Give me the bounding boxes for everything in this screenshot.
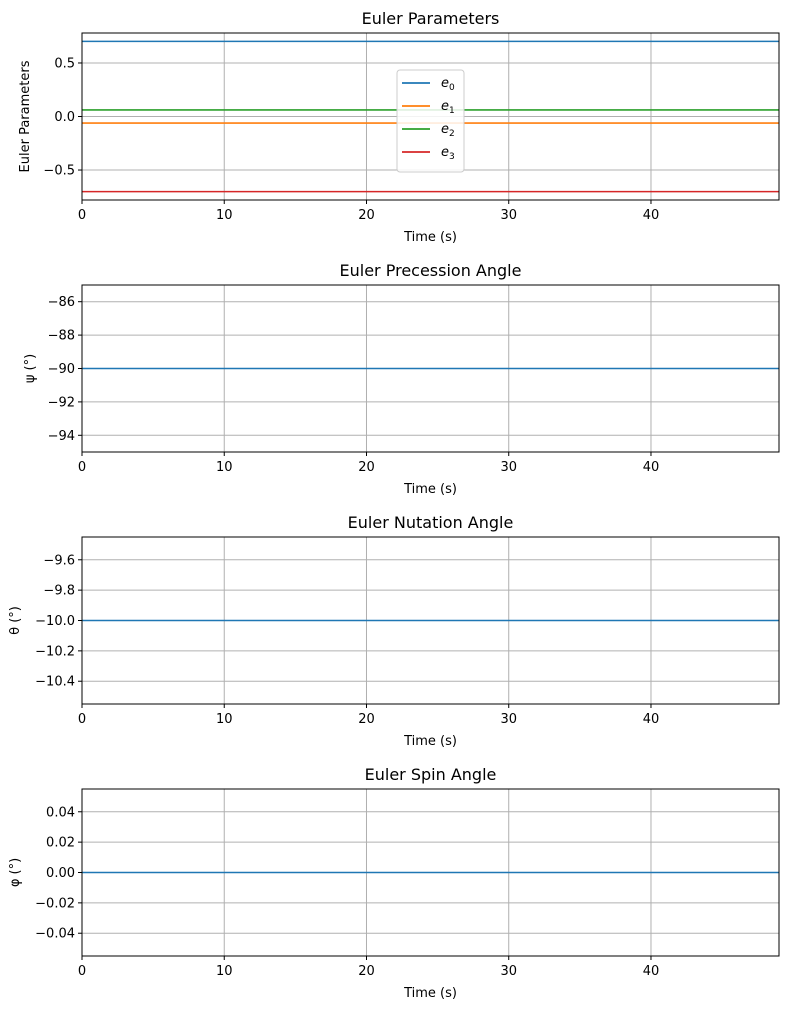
y-tick-label: −10.0 bbox=[35, 614, 75, 629]
x-tick-label: 20 bbox=[358, 460, 375, 475]
x-tick-label: 40 bbox=[643, 712, 660, 727]
y-axis-label: Euler Parameters bbox=[18, 60, 33, 172]
subplot-4: 0 10 20 30 40 0.04 0.02 0.00 −0.02 −0.04 Euler Spi… bbox=[8, 765, 780, 1001]
y-tick-label: −86 bbox=[48, 295, 75, 310]
y-tick-label: −9.6 bbox=[43, 553, 75, 568]
y-tick-label: −9.8 bbox=[43, 584, 75, 599]
x-tick-label: 20 bbox=[358, 964, 375, 979]
y-tick-label: −92 bbox=[48, 395, 75, 410]
y-axis-label: ψ (°) bbox=[23, 354, 38, 383]
y-tick-label: 0.02 bbox=[46, 836, 75, 851]
chart-title: Euler Parameters bbox=[362, 9, 500, 28]
legend-box bbox=[396, 69, 465, 173]
y-tick-label: −0.5 bbox=[43, 164, 75, 179]
x-tick-label: 10 bbox=[216, 208, 233, 223]
y-axis-label: θ (°) bbox=[8, 606, 23, 635]
y-tick-label: −0.04 bbox=[35, 927, 75, 942]
x-axis-label: Time (s) bbox=[403, 230, 457, 245]
y-tick-label: 0.00 bbox=[46, 866, 75, 881]
x-tick-label: 30 bbox=[500, 712, 517, 727]
x-tick-label: 20 bbox=[358, 712, 375, 727]
subplot-2: 0 10 20 30 40 −86 −88 −90 −92 −94 Euler Precession… bbox=[23, 261, 780, 497]
x-tick-label: 30 bbox=[500, 208, 517, 223]
x-axis-label: Time (s) bbox=[403, 482, 457, 497]
chart-title: Euler Spin Angle bbox=[365, 765, 497, 784]
y-axis-label: φ (°) bbox=[8, 858, 23, 887]
y-tick-label: −10.2 bbox=[35, 644, 75, 659]
x-tick-label: 40 bbox=[643, 208, 660, 223]
x-tick-label: 30 bbox=[500, 964, 517, 979]
x-tick-label: 10 bbox=[216, 460, 233, 475]
y-tick-label: 0.0 bbox=[54, 110, 75, 125]
x-tick-label: 0 bbox=[78, 460, 86, 475]
chart-title: Euler Precession Angle bbox=[340, 261, 522, 280]
y-tick-label: 0.04 bbox=[46, 805, 75, 820]
y-tick-label: −0.02 bbox=[35, 896, 75, 911]
x-tick-label: 40 bbox=[643, 964, 660, 979]
x-tick-label: 30 bbox=[500, 460, 517, 475]
x-tick-label: 20 bbox=[358, 208, 375, 223]
x-tick-label: 10 bbox=[216, 712, 233, 727]
y-tick-label: −88 bbox=[48, 329, 75, 344]
x-tick-label: 0 bbox=[78, 712, 86, 727]
x-tick-label: 0 bbox=[78, 964, 86, 979]
subplot-3: 0 10 20 30 40 −9.6 −9.8 −10.0 −10.2 −10.4 Euler Nu… bbox=[8, 513, 780, 749]
y-tick-label: 0.5 bbox=[54, 56, 75, 71]
chart-title: Euler Nutation Angle bbox=[348, 513, 514, 532]
x-tick-label: 40 bbox=[643, 460, 660, 475]
x-tick-label: 0 bbox=[78, 208, 86, 223]
y-tick-label: −90 bbox=[48, 362, 75, 377]
x-tick-label: 10 bbox=[216, 964, 233, 979]
subplot-1: 0 10 20 30 40 0.5 0.0 −0.5 Euler Parameters Time … bbox=[18, 9, 780, 245]
x-axis-label: Time (s) bbox=[403, 986, 457, 1001]
x-axis-label: Time (s) bbox=[403, 734, 457, 749]
y-tick-label: −10.4 bbox=[35, 675, 75, 690]
y-tick-label: −94 bbox=[48, 429, 75, 444]
